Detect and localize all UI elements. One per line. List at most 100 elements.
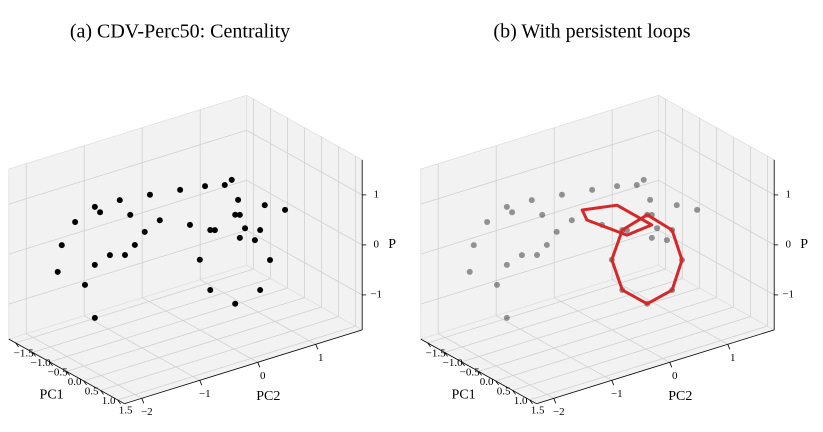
tick-mark: [611, 380, 615, 386]
x-tick-label: 0.5: [497, 385, 511, 397]
point: [228, 176, 235, 183]
point: [518, 252, 525, 259]
tick-mark: [727, 344, 731, 350]
point: [207, 227, 214, 234]
grid-line: [512, 316, 751, 391]
point: [186, 221, 193, 228]
tick-mark: [553, 398, 557, 404]
point: [282, 206, 289, 213]
x-tick-label: 1.5: [531, 404, 545, 416]
grid-line: [420, 179, 659, 255]
y-axis-title: PC2: [256, 389, 280, 404]
grid-line: [658, 229, 775, 296]
grid-line: [83, 306, 322, 382]
y-tick-label: −2: [141, 406, 153, 418]
grid-line: [100, 316, 339, 391]
point: [694, 206, 701, 213]
grid-line: [15, 268, 254, 344]
point: [553, 228, 560, 235]
x-tick-label: 0.0: [68, 376, 82, 388]
x-tick-label: 1.0: [102, 395, 116, 407]
z-tick-label: 0: [785, 238, 791, 250]
point: [91, 314, 98, 321]
grid-line: [246, 229, 363, 296]
point: [106, 252, 113, 259]
tick-mark: [315, 344, 319, 350]
grid-line: [8, 229, 247, 305]
point: [484, 218, 491, 225]
x-axis-title: PC1: [40, 388, 64, 403]
tick-mark: [83, 380, 87, 386]
grid-line: [66, 297, 305, 372]
point: [543, 241, 550, 248]
tick-mark: [117, 399, 121, 405]
grid-line: [529, 325, 768, 401]
point: [257, 287, 264, 294]
point: [207, 287, 214, 294]
point: [202, 183, 209, 190]
tick-mark: [512, 390, 516, 395]
point: [54, 268, 61, 275]
point: [58, 242, 65, 249]
grid-line: [49, 287, 288, 363]
grid-line: [427, 268, 666, 344]
x-tick-label: 0.5: [85, 385, 99, 397]
point: [509, 209, 516, 216]
point: [91, 261, 98, 268]
grid-line: [8, 129, 247, 205]
grid-line: [200, 279, 316, 345]
tick-mark: [32, 352, 36, 357]
loop: [580, 203, 654, 237]
point: [589, 186, 596, 193]
point: [654, 225, 661, 232]
tick-mark: [461, 361, 465, 367]
tick-mark: [669, 362, 673, 368]
x-tick-label: −0.5: [48, 366, 68, 378]
grid-line: [658, 129, 775, 196]
x-tick-label: 1.5: [119, 404, 133, 416]
y-tick-label: 1: [730, 352, 736, 364]
point: [568, 217, 575, 224]
point: [558, 191, 565, 198]
z-tick-label: −1: [370, 288, 382, 300]
grid-line: [444, 278, 683, 353]
grid-line: [612, 279, 728, 345]
grid-line: [117, 325, 356, 401]
tick-mark: [199, 380, 203, 386]
z-tick-label: −1: [782, 288, 794, 300]
point: [131, 241, 138, 248]
point: [648, 234, 655, 241]
point: [267, 257, 273, 263]
grid-line: [84, 315, 200, 381]
point: [251, 237, 258, 244]
grid-line: [438, 333, 554, 399]
point: [539, 211, 546, 218]
y-tick-label: 0: [672, 370, 678, 382]
x-axis-title: PC1: [452, 388, 476, 403]
panel-title: (a) CDV-Perc50: Centrality: [70, 21, 290, 43]
point: [146, 191, 153, 198]
point: [127, 211, 134, 218]
z-axis-title: P: [800, 237, 808, 252]
point: [177, 186, 184, 193]
point: [663, 237, 670, 244]
point: [261, 202, 268, 209]
y-tick-label: 1: [318, 352, 324, 364]
tick-mark: [427, 342, 431, 348]
tick-mark: [49, 361, 53, 367]
panel-title: (b) With persistent loops: [493, 21, 690, 43]
point: [81, 281, 88, 288]
point: [673, 202, 680, 209]
point: [232, 211, 239, 218]
tick-mark: [66, 371, 70, 376]
grid-line: [246, 129, 363, 196]
point: [116, 197, 123, 204]
grid-line: [554, 297, 670, 363]
y-tick-label: 0: [260, 370, 266, 382]
axis-line: [124, 329, 363, 405]
y-tick-label: −1: [199, 388, 211, 400]
point: [236, 234, 243, 241]
z-axis-title: P: [388, 237, 396, 252]
tick-mark: [257, 362, 261, 368]
